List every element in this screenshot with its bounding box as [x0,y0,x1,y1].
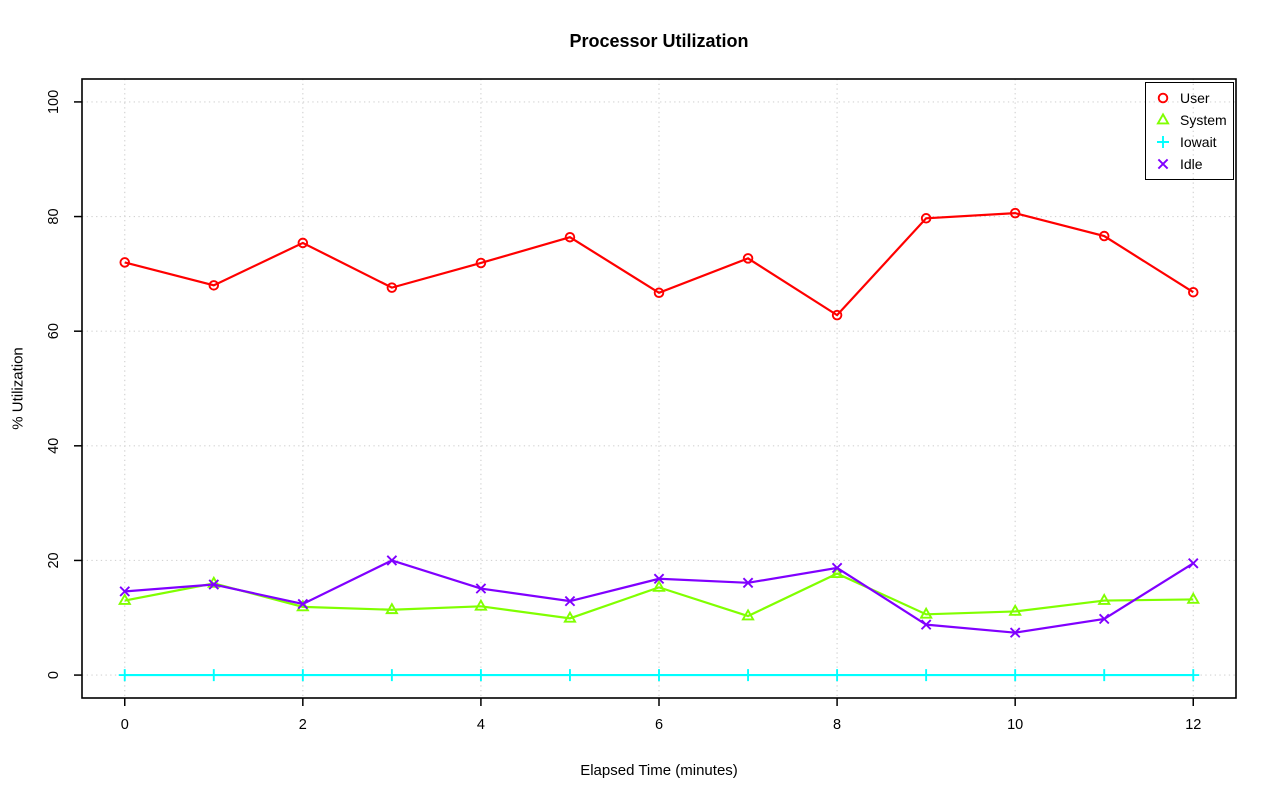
y-tick-label: 0 [46,671,62,679]
series-idle [119,555,1199,638]
legend-item-idle: Idle [1152,153,1233,175]
y-tick-label: 80 [46,208,62,224]
y-axis-label: % Utilization [9,347,27,430]
legend-item-iowait: Iowait [1152,131,1233,153]
x-tick-label: 2 [299,717,307,733]
series-line [124,572,1194,620]
series-line [124,212,1194,317]
y-tick-label: 100 [46,90,62,114]
legend-label: Iowait [1180,134,1217,150]
legend-item-user: User [1152,87,1233,109]
legend-label: User [1180,90,1210,106]
legend-label: Idle [1180,156,1203,172]
circle-marker-icon [1157,92,1169,104]
y-tick-label: 60 [46,323,62,339]
legend-item-system: System [1152,109,1233,131]
x-tick-label: 12 [1185,717,1201,733]
chart-title: Processor Utilization [569,31,749,51]
x-tick-label: 0 [121,717,129,733]
x-axis-label: Elapsed Time (minutes) [580,762,738,779]
series-system [118,566,1200,623]
triangle-marker-icon [1156,112,1170,125]
y-tick-label: 20 [46,552,62,568]
y-tick-label: 40 [46,438,62,454]
legend-label: System [1180,112,1227,128]
series-user [119,207,1199,321]
plus-marker-icon [1157,136,1169,148]
series-iowait [118,669,1200,682]
x-tick-label: 4 [477,717,485,733]
chart-legend: User System Iowait Idle [1145,82,1234,180]
x-tick-label: 10 [1007,717,1023,733]
x-tick-label: 6 [655,717,663,733]
x-tick-label: 8 [833,717,841,733]
x-marker-icon [1157,158,1169,170]
